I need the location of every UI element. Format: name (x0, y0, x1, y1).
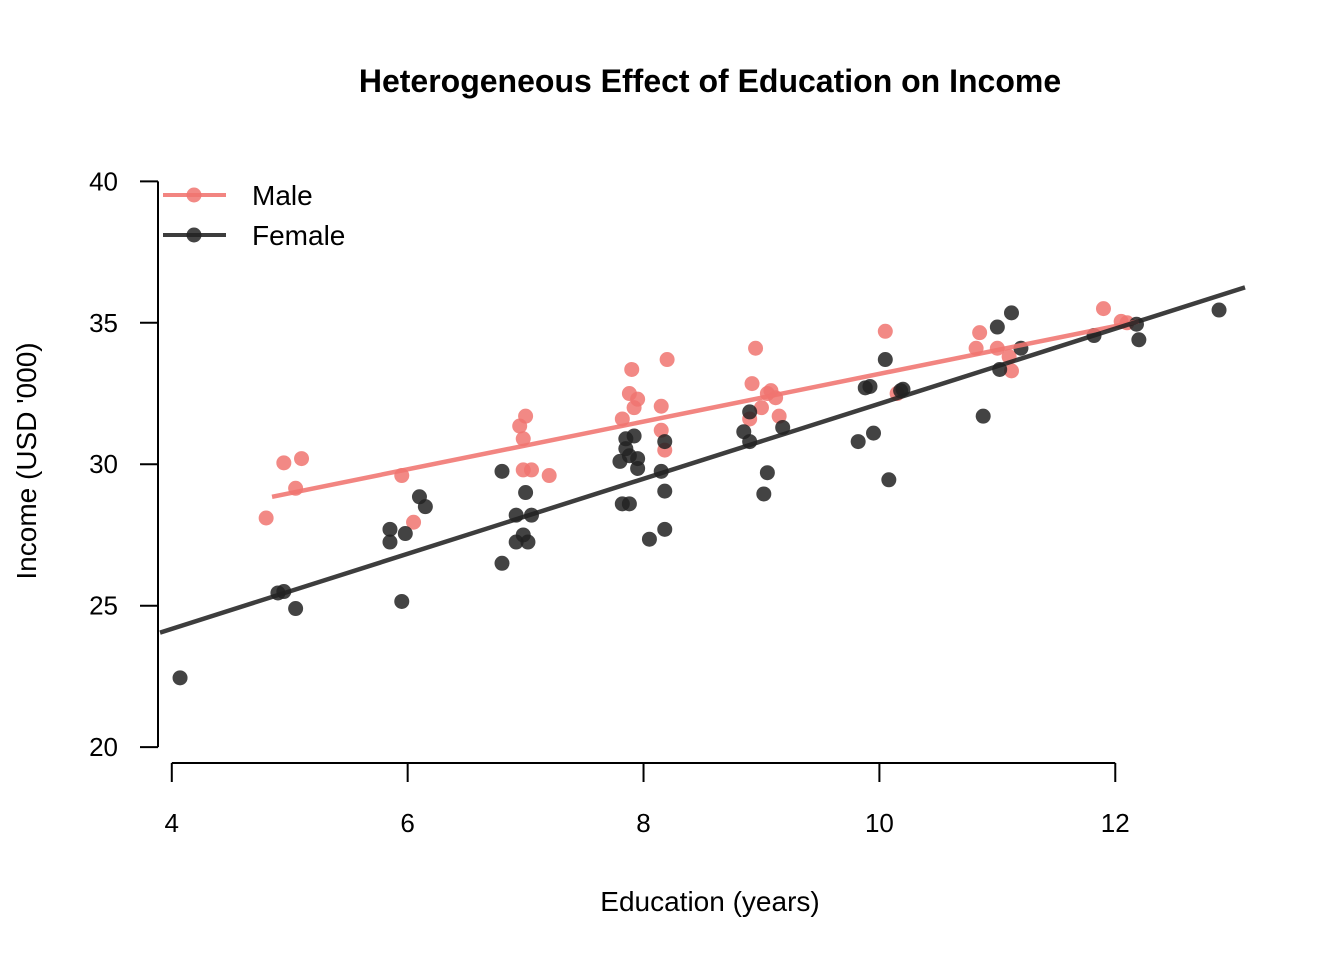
data-point (975, 408, 991, 424)
data-point (866, 425, 882, 441)
data-point (862, 378, 878, 394)
fit-line-male (271, 319, 1140, 499)
data-point (494, 463, 510, 479)
data-point (1003, 363, 1019, 379)
series-male (258, 301, 1135, 530)
data-point (972, 325, 988, 341)
data-point (494, 555, 510, 571)
data-point (877, 323, 893, 339)
data-point (1095, 301, 1111, 317)
data-point (657, 521, 673, 537)
data-point (541, 468, 557, 484)
data-point (653, 422, 669, 438)
data-point (657, 434, 673, 450)
data-point (756, 486, 772, 502)
data-point (518, 408, 534, 424)
data-point (850, 434, 866, 450)
data-point (1211, 302, 1227, 318)
legend-item-male: Male (163, 180, 313, 211)
data-point (518, 485, 534, 501)
data-point (881, 472, 897, 488)
data-point (657, 483, 673, 499)
data-point (748, 340, 764, 356)
legend-label: Male (252, 180, 313, 211)
x-tick-label: 4 (165, 808, 179, 838)
data-point (382, 521, 398, 537)
data-point (877, 352, 893, 368)
y-tick-label: 30 (89, 449, 118, 479)
data-point (276, 455, 292, 471)
legend-marker (186, 227, 202, 243)
data-point (621, 496, 637, 512)
data-point (417, 499, 433, 515)
data-point (744, 376, 760, 392)
data-point (520, 534, 536, 550)
data-point (626, 428, 642, 444)
legend-item-female: Female (163, 220, 345, 251)
y-tick-label: 35 (89, 308, 118, 338)
data-point (641, 531, 657, 547)
data-point (294, 451, 310, 467)
data-point (1003, 305, 1019, 321)
series-female (172, 302, 1227, 686)
data-point (653, 398, 669, 414)
legend-label: Female (252, 220, 345, 251)
data-point (614, 411, 630, 427)
y-axis-label: Income (USD '000) (11, 342, 42, 579)
x-axis: 4 6 8 10 12 (165, 762, 1130, 838)
data-point (624, 361, 640, 377)
x-tick-label: 12 (1101, 808, 1130, 838)
data-point (288, 601, 304, 617)
data-point (406, 514, 422, 530)
legend-marker (186, 187, 202, 203)
data-point (397, 526, 413, 542)
y-tick-label: 20 (89, 732, 118, 762)
x-tick-label: 8 (636, 808, 650, 838)
data-point (630, 460, 646, 476)
plot-area (159, 285, 1246, 686)
legend: Male Female (163, 180, 345, 251)
chart-title: Heterogeneous Effect of Education on Inc… (359, 63, 1061, 99)
data-point (394, 593, 410, 609)
data-point (515, 431, 531, 447)
x-tick-label: 10 (865, 808, 894, 838)
fit-line-female (159, 285, 1246, 635)
data-point (753, 400, 769, 416)
data-point (172, 670, 188, 686)
data-point (742, 404, 758, 420)
data-point (659, 352, 675, 368)
data-point (1131, 332, 1147, 348)
data-point (771, 408, 787, 424)
x-axis-label: Education (years) (600, 886, 819, 917)
data-point (382, 534, 398, 550)
y-tick-label: 40 (89, 166, 118, 196)
data-point (989, 319, 1005, 335)
data-point (523, 462, 539, 478)
data-point (258, 510, 274, 526)
y-axis: 20 25 30 35 40 (89, 166, 159, 762)
data-point (630, 391, 646, 407)
x-tick-label: 6 (400, 808, 414, 838)
data-point (759, 465, 775, 481)
y-tick-label: 25 (89, 591, 118, 621)
